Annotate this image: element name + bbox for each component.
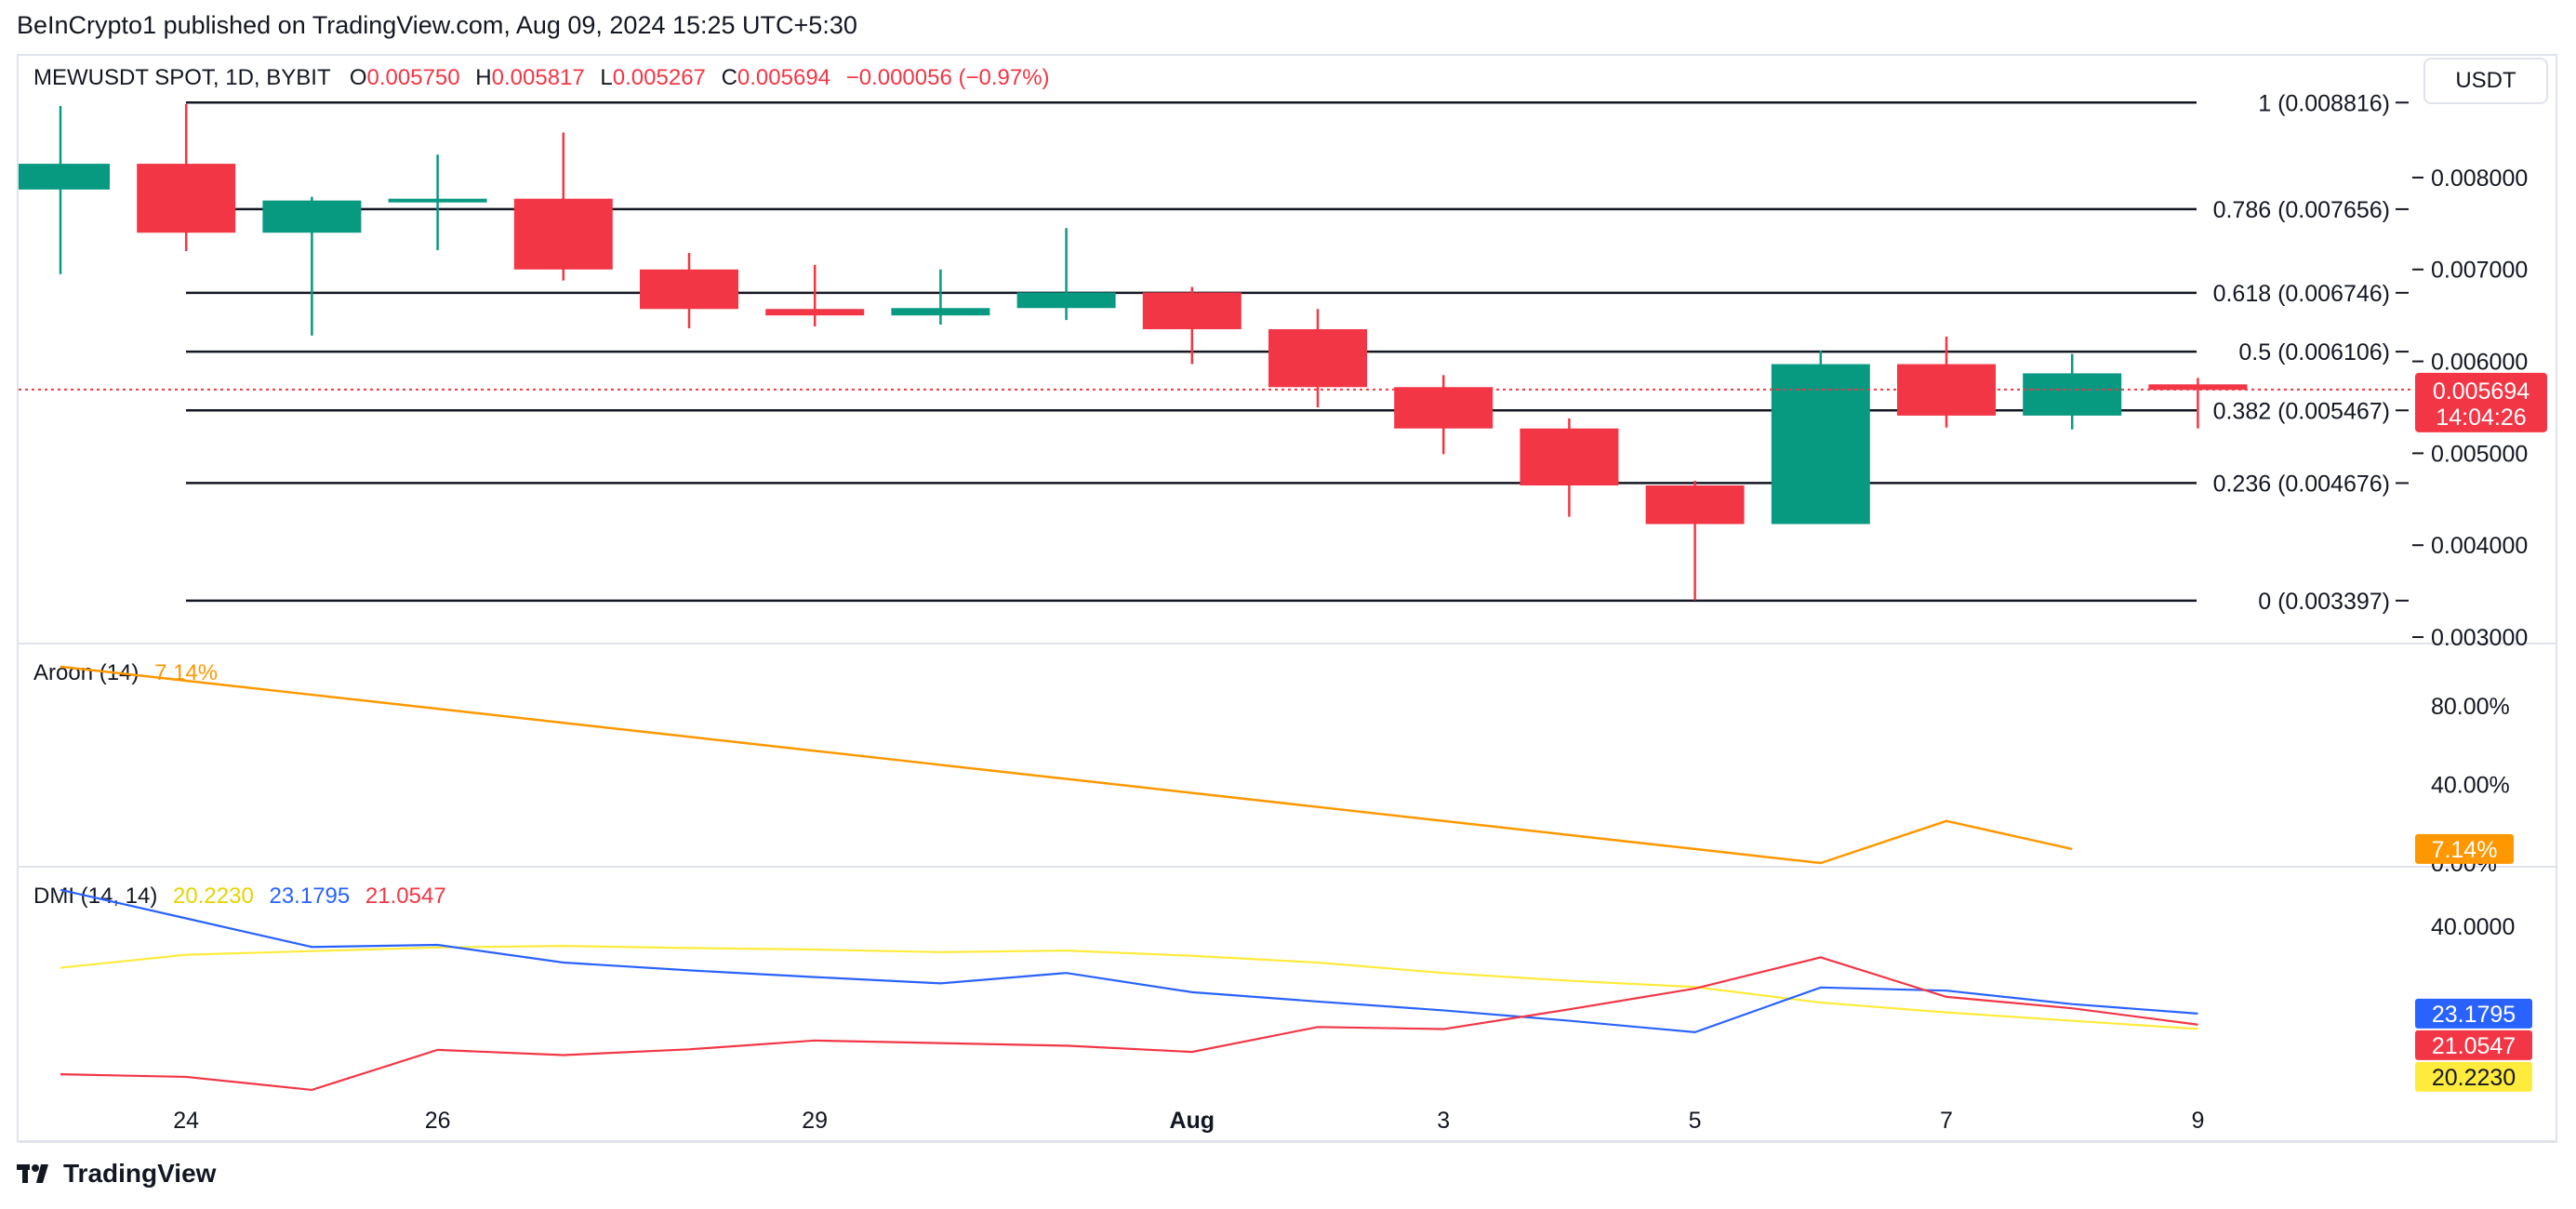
candle — [1016, 228, 1116, 321]
currency-button[interactable]: USDT — [2423, 58, 2548, 104]
x-axis-label: 29 — [802, 1108, 828, 1134]
open-label: O — [349, 65, 367, 90]
candle-body — [640, 269, 738, 310]
candle — [891, 269, 990, 326]
candle — [1268, 309, 1367, 407]
candle-body — [1268, 328, 1367, 388]
candle-body — [2023, 373, 2122, 416]
dmi-plus-value: 23.1795 — [269, 884, 351, 909]
candle-body — [1520, 428, 1619, 485]
dmi-adx-value: 20.2230 — [173, 884, 254, 909]
candle — [2148, 378, 2248, 429]
price-axis-label: 0.006000 — [2431, 350, 2528, 376]
candle — [1520, 418, 1619, 517]
last-price-label: 0.005694 — [2433, 379, 2530, 405]
fib-level-label: 0.786 (0.007656) — [2213, 197, 2390, 223]
fib-level-label: 0 (0.003397) — [2258, 589, 2390, 615]
candle-body — [765, 309, 865, 316]
dmi-axis-label: 40.0000 — [2431, 914, 2515, 940]
fib-level-label: 0.236 (0.004676) — [2213, 471, 2390, 497]
candle — [388, 154, 487, 250]
high-label: H — [475, 65, 492, 90]
candle-body — [388, 198, 487, 203]
price-axis-label: 0.004000 — [2431, 533, 2528, 559]
tradingview-logo-icon — [17, 1164, 48, 1183]
price-axis-label: 0.003000 — [2431, 625, 2528, 651]
x-axis-label: 24 — [173, 1108, 199, 1134]
dmi-value-tag — [2415, 1061, 2532, 1092]
candle-body — [262, 200, 362, 233]
high-value: 0.005817 — [491, 65, 585, 90]
fib-level-label: 0.5 (0.006106) — [2238, 339, 2390, 365]
fib-level-label: 1 (0.008816) — [2258, 90, 2390, 116]
candle — [2023, 353, 2122, 430]
candle — [1771, 350, 1870, 525]
candle — [1142, 286, 1242, 365]
aroon-line — [60, 665, 2073, 865]
candle-body — [513, 198, 613, 270]
candle — [19, 105, 110, 274]
x-axis-label: 7 — [1940, 1108, 1953, 1134]
open-value: 0.005750 — [366, 65, 460, 90]
price-axis-label: 0.005000 — [2431, 441, 2528, 467]
candle-body — [1016, 292, 1116, 309]
aroon-axis-label: 40.00% — [2431, 773, 2510, 799]
dmi-legend: DMI (14, 14) 20.2230 23.1795 21.0547 — [33, 884, 446, 910]
dmi-value-tag-label: 20.2230 — [2432, 1065, 2516, 1091]
dmi-value-tag-label: 23.1795 — [2432, 1002, 2516, 1028]
dmi-plus-di-line — [60, 888, 2198, 1033]
symbol-label[interactable]: MEWUSDT SPOT, 1D, BYBIT — [33, 65, 331, 90]
candle-body — [137, 164, 236, 233]
candle — [765, 264, 865, 327]
price-legend: MEWUSDT SPOT, 1D, BYBIT O0.005750 H0.005… — [33, 65, 1050, 91]
candle-body — [1645, 485, 1745, 525]
price-axis-label: 0.008000 — [2431, 166, 2528, 192]
candle — [513, 132, 613, 281]
dmi-value-tag-label: 21.0547 — [2432, 1033, 2516, 1059]
dmi-title[interactable]: DMI (14, 14) — [33, 884, 158, 909]
candle — [1645, 481, 1745, 601]
candle-body — [1394, 387, 1494, 429]
x-axis-label: Aug — [1169, 1108, 1215, 1134]
footer-brand-text: TradingView — [63, 1159, 217, 1188]
footer-brand[interactable]: TradingView — [17, 1159, 216, 1189]
fib-level-label: 0.618 (0.006746) — [2213, 281, 2390, 307]
candle-body — [891, 308, 990, 316]
close-label: C — [721, 65, 737, 90]
countdown-label: 14:04:26 — [2436, 405, 2526, 431]
dmi-minus-di-line — [60, 956, 2198, 1092]
dmi-value-tag — [2415, 998, 2532, 1029]
x-axis-label: 26 — [425, 1108, 451, 1134]
dmi-value-tag — [2415, 1030, 2532, 1060]
x-axis-label: 9 — [2191, 1108, 2204, 1134]
aroon-value-tag-label: 7.14% — [2432, 837, 2498, 863]
last-price-tag — [2415, 372, 2547, 432]
candle — [1394, 375, 1494, 455]
candle-body — [1771, 364, 1870, 525]
close-value: 0.005694 — [737, 65, 831, 90]
candle — [137, 103, 236, 251]
x-axis-label: 3 — [1437, 1108, 1450, 1134]
low-value: 0.005267 — [612, 65, 706, 90]
low-label: L — [600, 65, 613, 90]
candle-body — [2148, 384, 2248, 391]
dmi-minus-value: 21.0547 — [365, 884, 446, 909]
change-value: −0.000056 (−0.97%) — [845, 65, 1050, 90]
candle-body — [19, 164, 110, 190]
fib-level-label: 0.382 (0.005467) — [2213, 398, 2390, 424]
candle — [640, 252, 738, 328]
publisher-line: BeInCrypto1 published on TradingView.com… — [17, 11, 857, 39]
price-axis-label: 0.007000 — [2431, 258, 2528, 284]
candle-body — [1142, 292, 1242, 329]
candle — [1897, 336, 1996, 428]
dmi-adx-line — [60, 945, 2198, 1030]
aroon-value-tag — [2415, 833, 2514, 864]
candle — [262, 196, 362, 336]
aroon-axis-label: 80.00% — [2431, 694, 2510, 720]
x-axis-label: 5 — [1689, 1108, 1702, 1134]
